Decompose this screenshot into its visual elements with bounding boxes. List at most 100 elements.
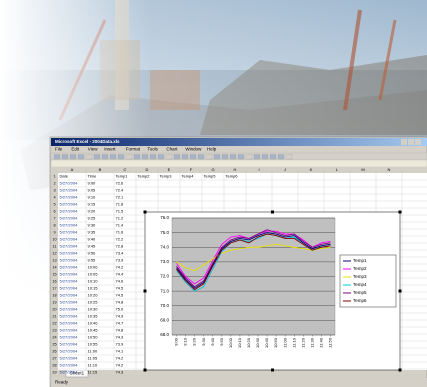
menu-item[interactable]: Window xyxy=(185,147,202,152)
cell: 10:45 xyxy=(88,328,99,333)
cell: 5/27/2004 xyxy=(60,202,79,207)
formula-bar xyxy=(50,159,427,168)
cell: 5/27/2004 xyxy=(60,188,79,193)
x-tick-label: 11:30 xyxy=(309,337,314,347)
legend-label: Temp3 xyxy=(353,274,367,279)
cell: 72.1 xyxy=(116,195,125,200)
toolbar-button[interactable] xyxy=(141,154,149,160)
toolbar-button[interactable] xyxy=(109,154,117,160)
selection-handle[interactable] xyxy=(143,210,147,214)
row-header: 8 xyxy=(53,224,55,228)
series-line xyxy=(176,232,331,289)
toolbar-button[interactable] xyxy=(53,154,61,160)
toolbar-button[interactable] xyxy=(181,154,189,160)
header-cell: Time xyxy=(88,174,98,179)
cell: 5/27/2004 xyxy=(60,265,79,270)
x-tick-label: 10:50 xyxy=(273,337,278,348)
maximize-button[interactable] xyxy=(408,139,414,145)
toolbar-button[interactable] xyxy=(125,154,133,160)
cell: 72.8 xyxy=(116,244,125,249)
cell: 10:15 xyxy=(88,286,99,291)
cell: 71.4 xyxy=(116,223,125,228)
cell: 74.2 xyxy=(116,356,125,361)
close-button[interactable] xyxy=(415,139,421,145)
row-header: 6 xyxy=(53,210,55,214)
toolbar-button[interactable] xyxy=(77,154,85,160)
selection-handle[interactable] xyxy=(398,368,402,372)
x-tick-label: 11:10 xyxy=(291,337,296,347)
toolbar-button[interactable] xyxy=(157,154,165,160)
menu-item[interactable]: Chart xyxy=(166,147,178,152)
selection-handle[interactable] xyxy=(271,368,274,372)
toolbar-button[interactable] xyxy=(165,154,173,160)
toolbar-button[interactable] xyxy=(205,154,213,160)
x-tick-label: 11:20 xyxy=(300,337,305,347)
toolbar-button[interactable] xyxy=(221,154,229,160)
row-header: 5 xyxy=(53,203,55,207)
cell: 74.1 xyxy=(116,349,125,354)
toolbar-button[interactable] xyxy=(117,154,125,160)
toolbar-button[interactable] xyxy=(237,154,245,160)
row-header: 2 xyxy=(53,182,55,186)
toolbar-button[interactable] xyxy=(85,154,93,160)
selection-handle[interactable] xyxy=(398,289,402,293)
cell: 73.4 xyxy=(116,251,125,256)
toolbar-button[interactable] xyxy=(101,154,109,160)
toolbar-button[interactable] xyxy=(61,154,69,160)
header-cell: Temp2 xyxy=(138,174,151,179)
cell: 10:00 xyxy=(88,265,99,270)
cell: 9:20 xyxy=(88,209,97,214)
toolbar-button[interactable] xyxy=(261,154,269,160)
series-line xyxy=(176,233,331,291)
cell: 9:35 xyxy=(88,230,97,235)
header-cell: Temp1 xyxy=(116,174,129,179)
row-header-bar xyxy=(51,167,58,370)
series-line xyxy=(176,243,331,272)
selection-handle[interactable] xyxy=(143,368,147,372)
menu-item[interactable]: Tools xyxy=(147,147,158,152)
toolbar-button[interactable] xyxy=(277,154,285,160)
header-cell: Temp3 xyxy=(160,174,173,179)
menu-item[interactable]: Format xyxy=(126,147,141,152)
toolbar-button[interactable] xyxy=(69,154,77,160)
row-header: 3 xyxy=(53,189,55,193)
row-header: 26 xyxy=(52,350,56,354)
minimize-button[interactable] xyxy=(401,139,407,145)
toolbar-button[interactable] xyxy=(269,154,277,160)
selection-handle[interactable] xyxy=(143,289,147,293)
selection-handle[interactable] xyxy=(271,210,274,214)
cell: 5/27/2004 xyxy=(60,286,79,291)
cell: 71.6 xyxy=(116,230,125,235)
toolbar-button[interactable] xyxy=(229,154,237,160)
toolbar-button[interactable] xyxy=(93,154,101,160)
toolbar-button[interactable] xyxy=(253,154,261,160)
toolbar-button[interactable] xyxy=(189,154,197,160)
header-cell: Date xyxy=(60,174,69,179)
toolbar-button[interactable] xyxy=(285,154,293,160)
column-header: B xyxy=(99,167,102,172)
y-tick-label: 70.0 xyxy=(160,303,169,308)
column-header: D xyxy=(146,167,149,172)
toolbar-button[interactable] xyxy=(245,154,253,160)
cell: 74.9 xyxy=(116,314,125,319)
x-tick-label: 11:40 xyxy=(318,337,323,347)
cell: 5/27/2004 xyxy=(60,272,79,277)
row-header: 9 xyxy=(53,231,55,235)
row-header: 11 xyxy=(53,245,57,249)
y-tick-label: 68.0 xyxy=(160,332,169,337)
menu-item[interactable]: Insert xyxy=(104,147,116,152)
toolbar-button[interactable] xyxy=(173,154,181,160)
menu-item[interactable]: File xyxy=(55,147,63,152)
toolbar-button[interactable] xyxy=(149,154,157,160)
toolbar-button[interactable] xyxy=(213,154,221,160)
toolbar-button[interactable] xyxy=(197,154,205,160)
toolbar-button[interactable] xyxy=(133,154,141,160)
cell: 5/27/2004 xyxy=(60,328,79,333)
legend-label: Temp4 xyxy=(353,282,367,287)
column-header: M xyxy=(361,167,364,172)
menu-item[interactable]: Edit xyxy=(71,147,80,152)
menu-item[interactable]: View xyxy=(88,147,98,152)
selection-handle[interactable] xyxy=(398,210,402,214)
menu-item[interactable]: Help xyxy=(207,147,217,152)
